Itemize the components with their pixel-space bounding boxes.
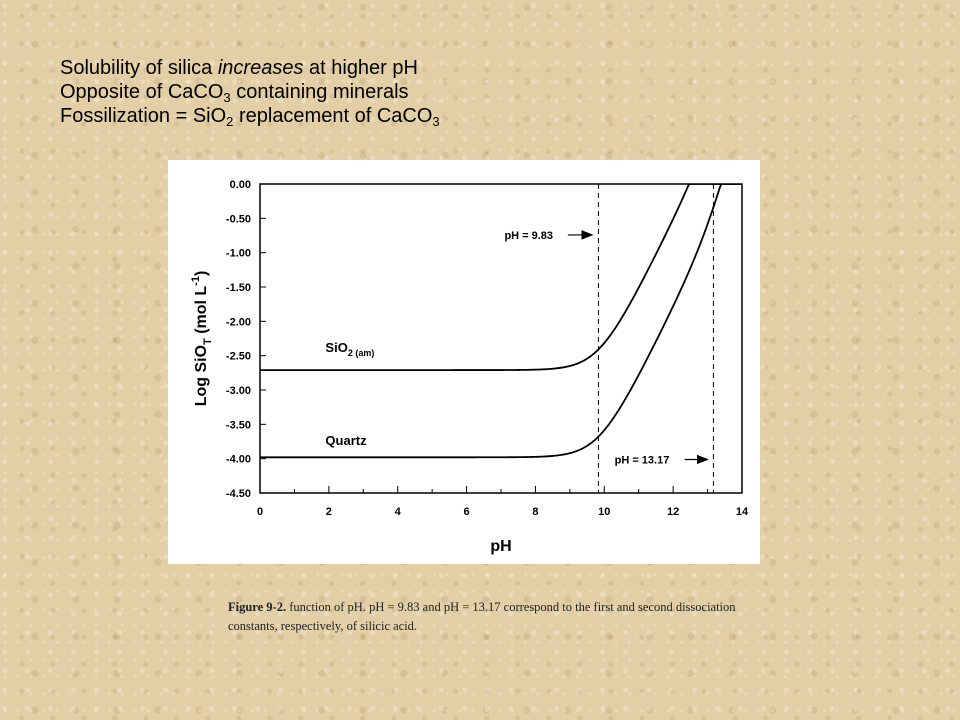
x-tick-label: 8 [532,506,538,518]
bullet-1-text-end: at higher pH [303,57,418,79]
y-tick-label: -1.50 [226,282,251,294]
bullet-3-subscript-2: 3 [432,114,440,129]
bullet-fossilization: Fossilization = SiO2 replacement of CaCO… [60,104,440,128]
pka-annotation-label: pH = 9.83 [504,230,553,242]
bullet-1-emphasis: increases [217,57,304,79]
series-label: SiO2 (am) [325,340,374,358]
bullet-3-text: Fossilization = SiO [60,105,227,127]
x-axis-label: pH [490,538,511,555]
bullet-caco3: Opposite of CaCO3 containing minerals [60,80,440,104]
y-tick-label: -4.00 [226,454,251,466]
pka-annotation-label: pH = 13.17 [615,454,670,466]
y-tick-label: 0.00 [230,179,251,191]
x-tick-label: 0 [257,506,263,518]
y-tick-label: -4.50 [226,488,251,500]
slide-bullets: Solubility of silica increases at higher… [60,56,440,128]
x-tick-label: 2 [326,506,332,518]
y-tick-label: -2.50 [226,351,251,363]
series-line [260,184,742,371]
y-tick-label: -0.50 [226,213,251,225]
x-tick-label: 12 [667,506,679,518]
y-axis-label: Log SiOT (mol L-1) [190,271,214,407]
bullet-3-subscript-1: 2 [226,114,234,129]
y-tick-label: -3.50 [226,419,251,431]
figure-caption: Figure 9-2. function of pH. pH = 9.83 an… [228,598,748,636]
x-tick-label: 6 [464,506,470,518]
bullet-2-subscript: 3 [223,90,231,105]
bullet-2-text: Opposite of CaCO [60,81,224,103]
series-line [260,184,742,459]
bullet-2-text-end: containing minerals [230,81,409,103]
x-tick-label: 10 [598,506,610,518]
solubility-chart: 0.00 -0.50 -1.00 -1.50 -2.00 -2.50 -3.00 -3.50 -… [168,160,760,564]
y-tick-label: -2.00 [226,316,251,328]
x-tick-label: 4 [395,506,402,518]
bullet-1-text: Solubility of silica [60,57,218,79]
figure-caption-text: function of pH. pH = 9.83 and pH = 13.17… [228,600,736,633]
bullet-solubility: Solubility of silica increases at higher… [60,56,440,80]
y-tick-label: -3.00 [226,385,251,397]
y-tick-label: -1.00 [226,248,251,260]
bullet-3-text-mid: replacement of CaCO [233,105,433,127]
series-label: Quartz [325,433,367,448]
x-tick-label: 14 [736,506,749,518]
solubility-chart-svg: 0.00 -0.50 -1.00 -1.50 -2.00 -2.50 -3.00 -3.50 -… [190,179,749,555]
figure-caption-label: Figure 9-2. [228,600,287,614]
